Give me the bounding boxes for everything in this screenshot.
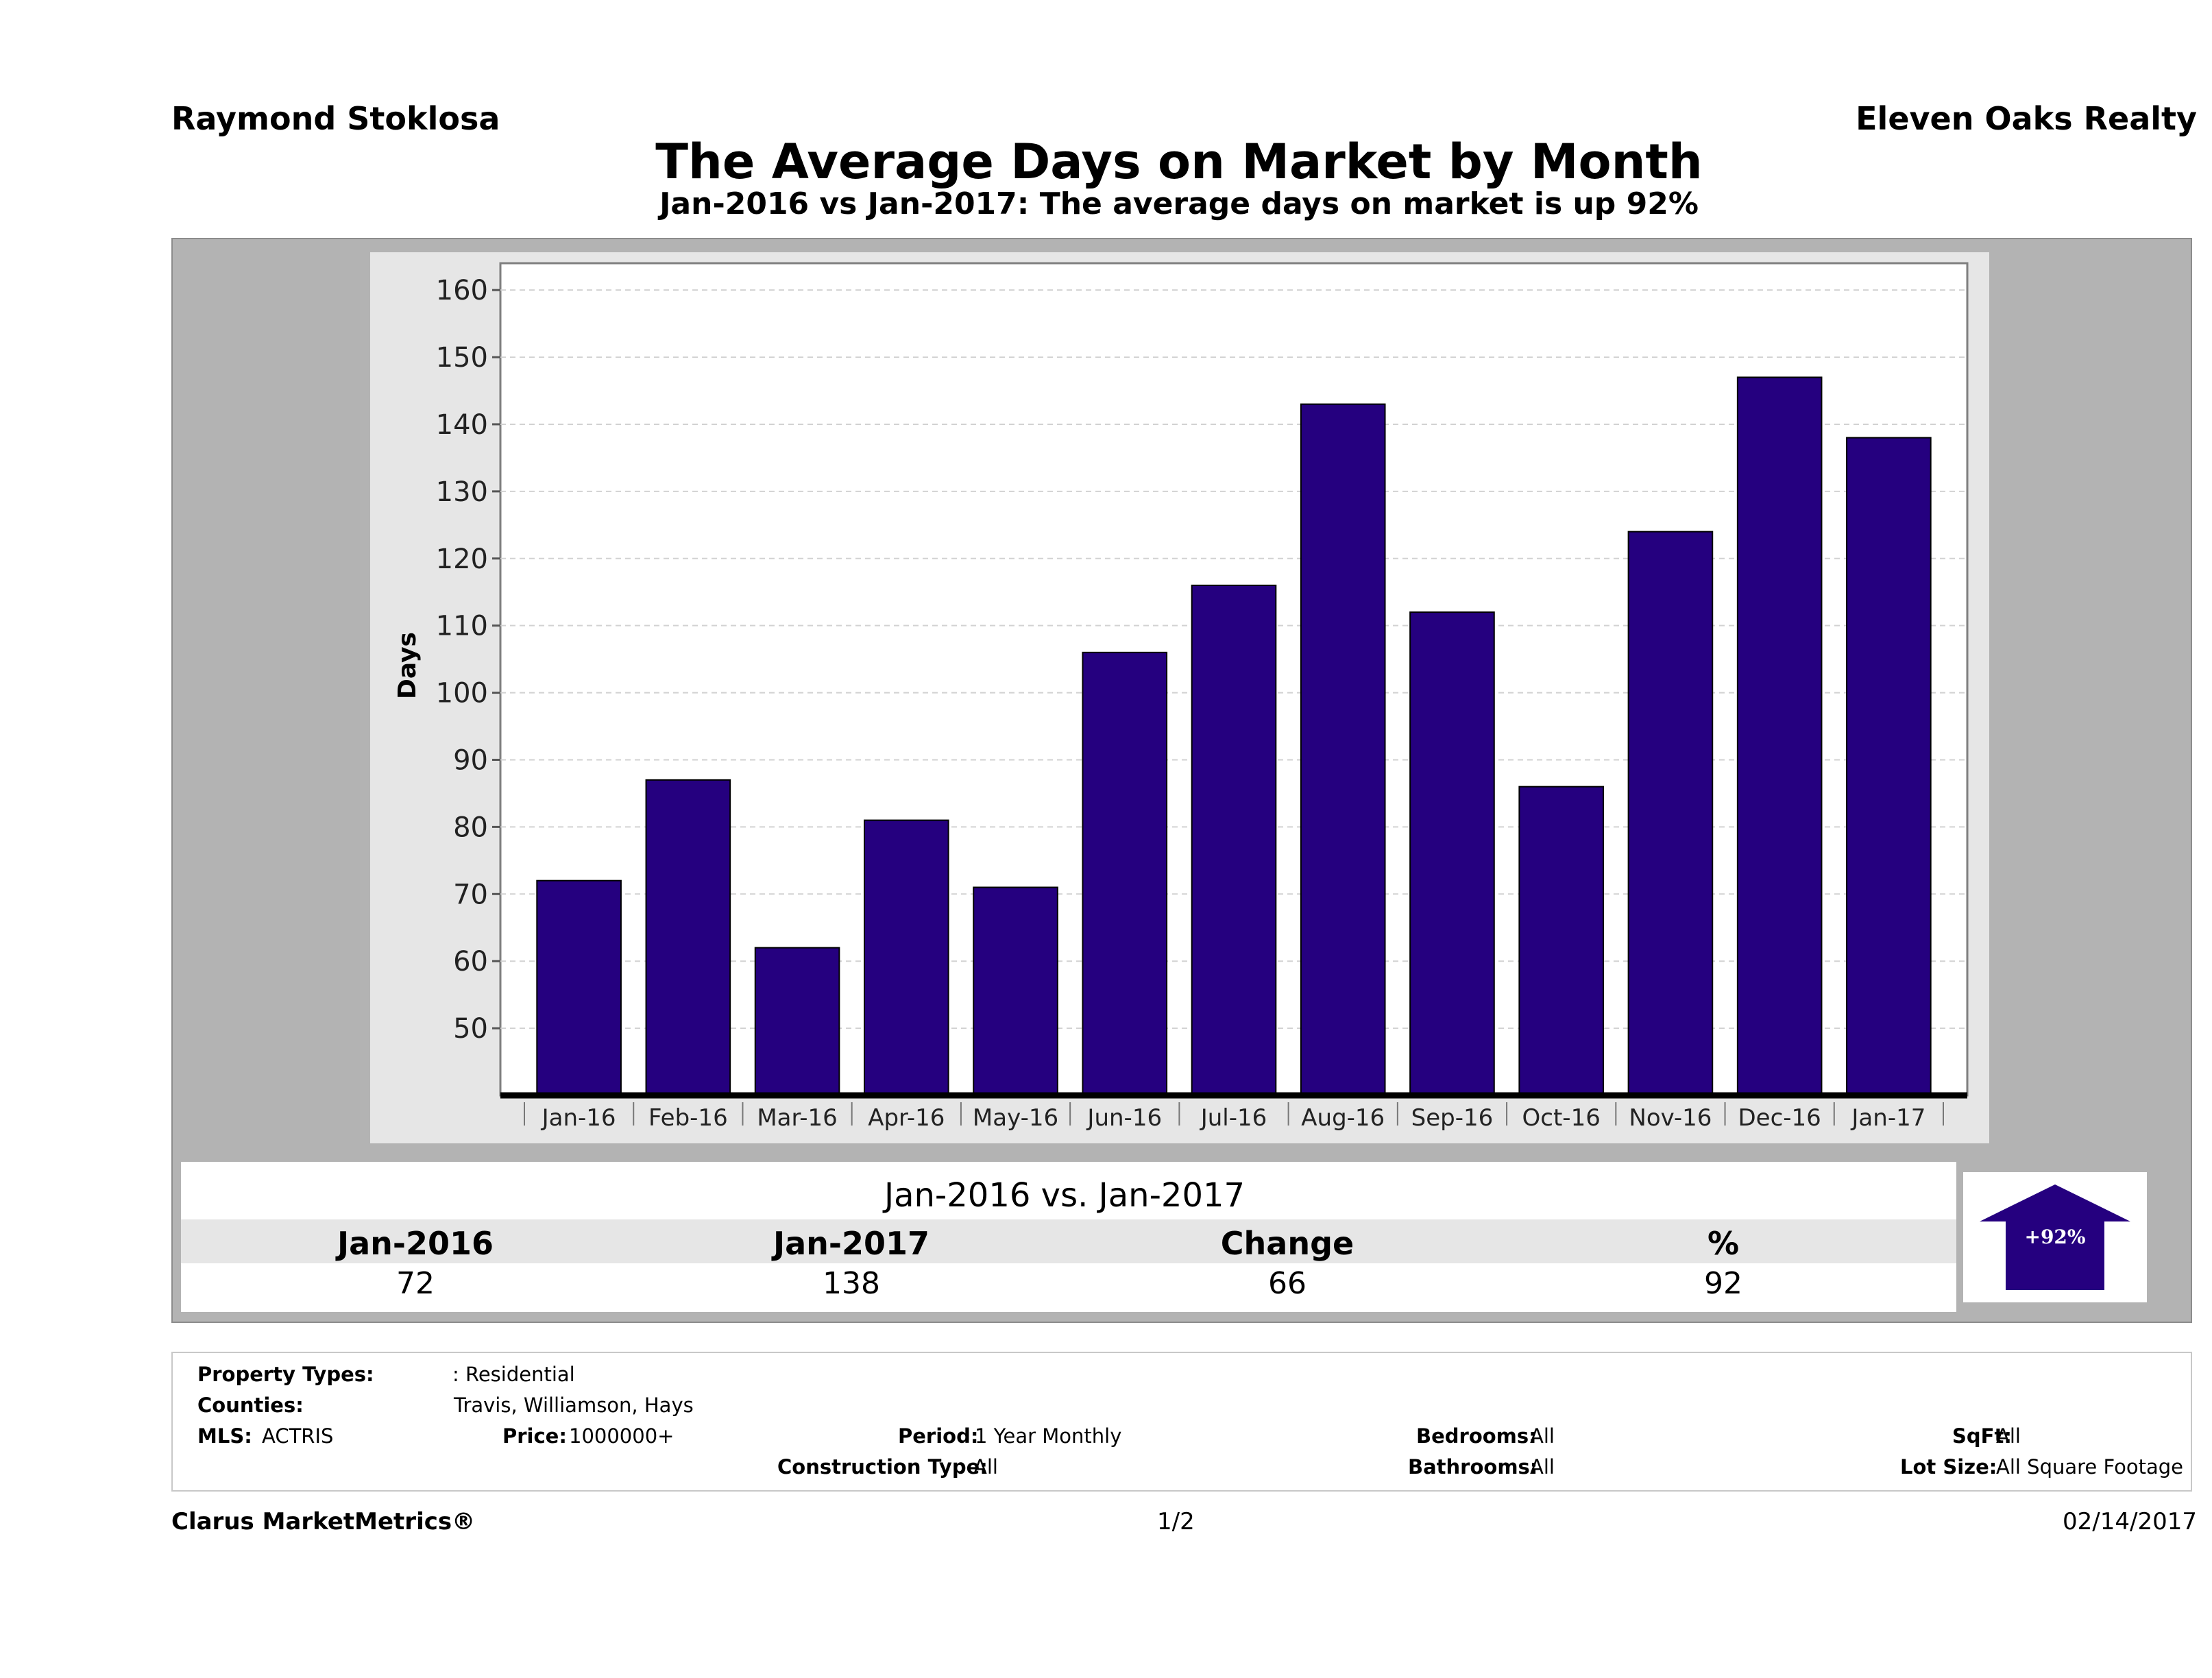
x-tick-label: Oct-16 [1522,1104,1601,1132]
x-tick-label: Sep-16 [1411,1104,1494,1132]
y-tick-label: 50 [453,1013,488,1045]
bedrooms-label: Bedrooms: [1416,1424,1537,1448]
y-tick-label: 60 [453,946,488,977]
bar-nov-16 [1627,531,1714,1096]
y-tick-label: 160 [436,275,488,306]
up-arrow-icon [1980,1184,2130,1290]
bedrooms-value: All [1530,1424,1555,1448]
bar-jan-17 [1846,437,1932,1096]
y-tick-label: 150 [436,342,488,374]
summary-values-row: 72 138 66 92 [194,1265,1935,1303]
summary-change-value: 66 [1268,1266,1306,1301]
counties-value: Travis, Williamson, Hays [454,1394,694,1417]
x-tick-label: Apr-16 [868,1104,945,1132]
sqft-value: All [1996,1424,2021,1448]
y-tick-label: 100 [436,678,488,709]
bar-jul-16 [1191,584,1277,1096]
change-percent-label: +92% [2024,1226,2085,1248]
construction-type-label: Construction Type: [777,1455,988,1479]
summary-labels-row: Jan-2016 Jan-2017 Change % [181,1219,1956,1263]
chart-subtitle: Jan-2016 vs Jan-2017: The average days o… [659,186,1699,221]
construction-type-value: All [973,1455,998,1479]
bar-aug-16 [1300,403,1386,1096]
lot-size-label: Lot Size: [1900,1455,1997,1479]
bar-feb-16 [645,779,731,1097]
summary-percent-value: 92 [1704,1266,1742,1301]
chart-title: The Average Days on Market by Month [655,134,1703,190]
period-value: 1 Year Monthly [975,1424,1122,1448]
mls-value: ACTRIS [262,1424,334,1448]
agent-name: Raymond Stoklosa [171,100,500,137]
summary-jan2017-value: 138 [823,1266,880,1301]
footer-brand: Clarus MarketMetrics® [171,1508,476,1535]
price-value: 1000000+ [569,1424,674,1448]
y-tick-label: 130 [436,476,488,508]
y-tick-label: 110 [436,611,488,642]
bar-may-16 [973,886,1058,1096]
filters-panel: Property Types: : Residential Counties: … [171,1352,2192,1492]
x-tick-label: May-16 [973,1104,1058,1132]
y-tick-label: 70 [453,879,488,910]
period-label: Period: [898,1424,979,1448]
x-tick-label: Jun-16 [1086,1104,1162,1132]
y-tick-label: 90 [453,744,488,776]
property-types-label: Property Types: [197,1363,374,1386]
summary-col-jan2017-label: Jan-2017 [773,1225,930,1262]
summary-col-percent-label: % [1707,1225,1740,1262]
y-tick-label: 80 [453,812,488,843]
x-tick-label: Mar-16 [757,1104,838,1132]
page-number: 1/2 [1157,1508,1195,1535]
change-indicator: +92% [1963,1172,2147,1302]
counties-label: Counties: [197,1394,304,1417]
bathrooms-value: All [1530,1455,1555,1479]
y-tick-label: 140 [436,409,488,441]
bar-apr-16 [864,819,949,1097]
x-tick-label: Jul-16 [1200,1104,1267,1132]
summary-col-change-label: Change [1220,1225,1354,1262]
company-name: Eleven Oaks Realty [1856,100,2197,137]
summary-jan2016-value: 72 [396,1266,435,1301]
x-tick-label: Aug-16 [1301,1104,1385,1132]
report-date: 02/14/2017 [2063,1508,2197,1535]
bar-mar-16 [754,947,840,1097]
summary-heading: Jan-2016 vs. Jan-2017 [194,1173,1935,1218]
x-tick-label: Feb-16 [648,1104,728,1132]
bar-sep-16 [1409,611,1495,1096]
x-tick-label: Jan-16 [541,1104,616,1132]
y-axis-label: Days [393,632,422,699]
bar-dec-16 [1736,376,1823,1097]
x-tick-label: Nov-16 [1629,1104,1712,1132]
bar-jun-16 [1082,651,1168,1096]
mls-label: MLS: [197,1424,252,1448]
price-label: Price: [502,1424,567,1448]
summary-col-jan2016-label: Jan-2016 [337,1225,494,1262]
lot-size-value: All Square Footage [1996,1455,2184,1479]
y-tick-label: 120 [436,544,488,575]
bar-oct-16 [1518,786,1604,1096]
x-tick-label: Dec-16 [1738,1104,1821,1132]
sqft-label: SqFt: [1952,1424,2012,1448]
x-tick-label: Jan-17 [1850,1104,1925,1132]
bar-jan-16 [536,879,622,1096]
bathrooms-label: Bathrooms: [1408,1455,1538,1479]
property-types-value: : Residential [452,1363,575,1386]
bar-chart: 50 60 70 80 90 100 110 120 130 140 150 160 Days Jan-1… [393,262,1969,1132]
